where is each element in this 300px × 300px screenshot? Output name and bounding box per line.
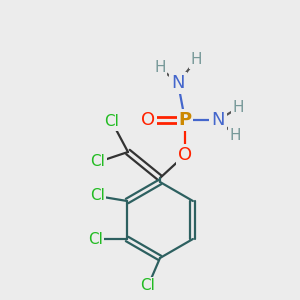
- Text: O: O: [178, 146, 192, 164]
- Text: Cl: Cl: [141, 278, 155, 293]
- Text: O: O: [141, 111, 155, 129]
- Text: H: H: [190, 52, 202, 68]
- Text: Cl: Cl: [105, 115, 119, 130]
- Text: H: H: [154, 61, 166, 76]
- Text: N: N: [171, 74, 185, 92]
- Text: N: N: [211, 111, 225, 129]
- Text: H: H: [229, 128, 241, 142]
- Text: H: H: [232, 100, 244, 116]
- Text: P: P: [178, 111, 192, 129]
- Text: Cl: Cl: [88, 232, 103, 247]
- Text: Cl: Cl: [91, 154, 105, 169]
- Text: Cl: Cl: [90, 188, 104, 203]
